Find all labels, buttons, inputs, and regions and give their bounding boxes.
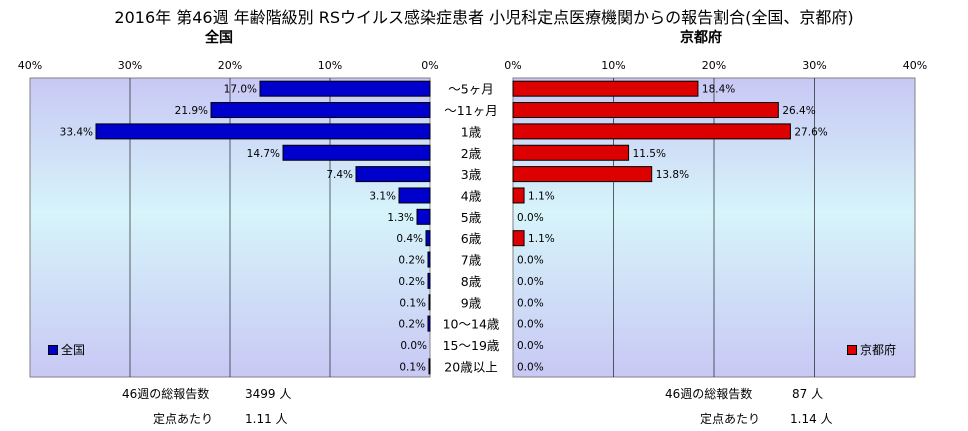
bar-national-4 <box>355 166 431 183</box>
bar-kyoto-2 <box>512 123 791 140</box>
bar-kyoto-5 <box>512 187 525 204</box>
data-label-national-1: 21.9% <box>175 105 208 117</box>
bar-national-10 <box>428 294 431 311</box>
national-total-label: 46週の総報告数 <box>122 387 210 401</box>
legend-swatch-national <box>48 344 58 355</box>
category-label-12: 15～19歳 <box>443 338 500 353</box>
category-label-10: 9歳 <box>461 295 482 310</box>
data-label-kyoto-0: 18.4% <box>702 84 735 96</box>
category-label-4: 3歳 <box>461 167 482 182</box>
data-label-kyoto-6: 0.0% <box>517 212 544 224</box>
data-label-national-2: 33.4% <box>60 126 93 138</box>
bar-national-7 <box>425 230 431 247</box>
category-label-7: 6歳 <box>461 231 482 246</box>
data-label-kyoto-11: 0.0% <box>517 319 544 331</box>
data-label-kyoto-3: 11.5% <box>633 148 666 160</box>
national-per-value: 1.11 人 <box>245 412 288 426</box>
data-label-kyoto-2: 27.6% <box>794 126 827 138</box>
data-label-national-4: 7.4% <box>326 169 353 181</box>
data-label-national-11: 0.2% <box>398 319 425 331</box>
kyoto-total-label: 46週の総報告数 <box>665 387 753 401</box>
bar-kyoto-4 <box>512 166 653 183</box>
data-label-national-12: 0.0% <box>400 340 427 352</box>
category-label-11: 10～14歳 <box>443 317 500 332</box>
data-label-kyoto-9: 0.0% <box>517 276 544 288</box>
kyoto-total-value: 87 人 <box>792 387 824 401</box>
category-label-6: 5歳 <box>461 210 482 225</box>
legend-swatch-kyoto <box>847 344 857 355</box>
bar-national-6 <box>416 208 431 225</box>
category-label-8: 7歳 <box>461 253 482 268</box>
bar-national-13 <box>428 358 431 375</box>
tick-label-kyoto-0: 0% <box>504 59 521 72</box>
panel-title-national: 全国 <box>205 30 233 46</box>
bar-kyoto-7 <box>512 230 525 247</box>
legend-kyoto: 京都府 <box>847 341 896 358</box>
bar-national-1 <box>210 102 431 119</box>
data-label-national-10: 0.1% <box>399 297 426 309</box>
data-label-national-5: 3.1% <box>369 190 396 202</box>
category-label-5: 4歳 <box>461 188 482 203</box>
data-label-kyoto-8: 0.0% <box>517 255 544 267</box>
category-label-3: 2歳 <box>461 146 482 161</box>
data-label-national-3: 14.7% <box>247 148 280 160</box>
tick-label-kyoto-3: 30% <box>802 59 826 72</box>
bar-national-5 <box>398 187 431 204</box>
bar-national-8 <box>427 251 431 268</box>
bar-kyoto-1 <box>512 102 779 119</box>
tick-label-kyoto-2: 20% <box>702 59 726 72</box>
tick-label-national-2: 20% <box>218 59 242 72</box>
legend-label-kyoto: 京都府 <box>860 343 897 357</box>
tick-label-kyoto-4: 40% <box>903 59 927 72</box>
category-label-13: 20歳以上 <box>444 359 497 374</box>
national-total-value: 3499 人 <box>245 387 292 401</box>
bar-kyoto-3 <box>512 144 630 161</box>
data-label-national-7: 0.4% <box>396 233 423 245</box>
data-label-national-6: 1.3% <box>387 212 414 224</box>
data-label-kyoto-13: 0.0% <box>517 361 544 373</box>
legend-label-national: 全国 <box>61 343 86 357</box>
legend-national: 全国 <box>48 341 85 358</box>
tick-label-national-3: 30% <box>118 59 142 72</box>
kyoto-per-label: 定点あたり <box>700 412 761 426</box>
tick-label-national-1: 10% <box>318 59 342 72</box>
data-label-kyoto-1: 26.4% <box>782 105 815 117</box>
data-label-national-13: 0.1% <box>399 361 426 373</box>
data-label-national-8: 0.2% <box>398 255 425 267</box>
bar-kyoto-0 <box>512 80 699 97</box>
data-label-national-0: 17.0% <box>224 84 257 96</box>
category-label-2: 1歳 <box>461 124 482 139</box>
category-label-0: ～5ヶ月 <box>448 82 493 97</box>
data-label-national-9: 0.2% <box>398 276 425 288</box>
bar-national-0 <box>259 80 431 97</box>
tick-label-national-0: 0% <box>421 59 438 72</box>
data-label-kyoto-5: 1.1% <box>528 190 555 202</box>
bar-national-9 <box>427 272 431 289</box>
kyoto-per-value: 1.14 人 <box>790 412 833 426</box>
bar-national-11 <box>427 315 431 332</box>
data-label-kyoto-4: 13.8% <box>656 169 689 181</box>
bar-national-3 <box>282 144 431 161</box>
category-label-1: ～11ヶ月 <box>444 103 497 118</box>
data-label-kyoto-7: 1.1% <box>528 233 555 245</box>
chart-title: 2016年 第46週 年齢階級別 RSウイルス感染症患者 小児科定点医療機関から… <box>114 8 854 27</box>
tick-label-national-4: 40% <box>18 59 42 72</box>
tick-label-kyoto-1: 10% <box>601 59 625 72</box>
category-label-9: 8歳 <box>461 274 482 289</box>
national-per-label: 定点あたり <box>153 412 214 426</box>
data-label-kyoto-10: 0.0% <box>517 297 544 309</box>
bar-national-2 <box>95 123 431 140</box>
panel-title-kyoto: 京都府 <box>680 30 722 46</box>
data-label-kyoto-12: 0.0% <box>517 340 544 352</box>
